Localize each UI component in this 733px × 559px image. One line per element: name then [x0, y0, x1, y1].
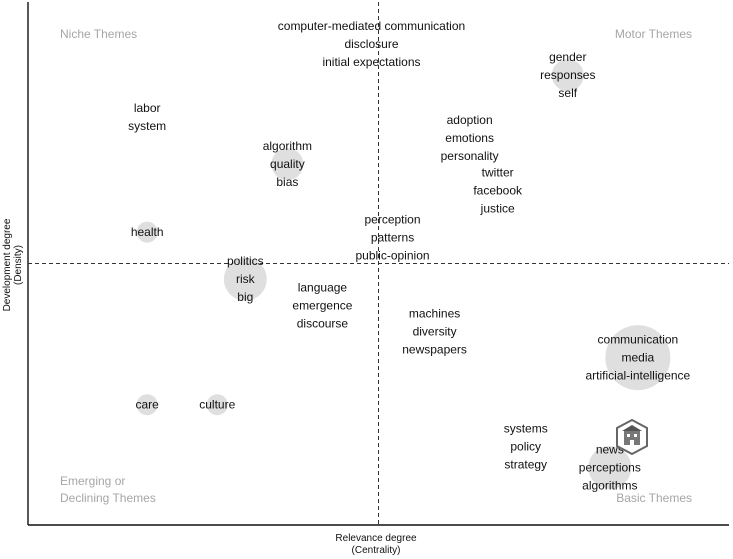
- cluster-label: politics: [227, 254, 264, 268]
- bubble-layer: [136, 59, 671, 489]
- cluster-label: systems: [504, 422, 548, 436]
- cluster-label: personality: [441, 149, 499, 163]
- cluster-bubble: [271, 148, 304, 181]
- cluster-label: responses: [540, 68, 595, 82]
- cluster-label: media: [622, 351, 655, 365]
- cluster-label: bias: [276, 175, 298, 189]
- cluster-label: perception: [364, 212, 420, 226]
- quadrant-motor-label: Motor Themes: [615, 27, 692, 41]
- cluster-bubble: [206, 394, 228, 416]
- cluster-label: algorithm: [263, 139, 312, 153]
- cluster-bubble: [136, 394, 158, 416]
- cluster-label: adoption: [447, 113, 493, 127]
- cluster-label: emergence: [292, 298, 352, 312]
- y-axis-title: Development degree: [2, 218, 13, 311]
- cluster-label: patterns: [371, 230, 414, 244]
- cluster-label: system: [128, 119, 166, 133]
- cluster-bubble: [588, 445, 632, 489]
- cluster-bubble: [136, 221, 158, 243]
- cluster-label: big: [237, 290, 253, 304]
- cluster-label: public-opinion: [355, 248, 429, 262]
- cluster-label: perceptions: [579, 460, 641, 474]
- cluster-label: discourse: [297, 316, 349, 330]
- cluster-label: communication: [598, 333, 679, 347]
- cluster-label: self: [558, 86, 577, 100]
- cluster-label: disclosure: [344, 37, 398, 51]
- cluster-label: machines: [409, 306, 460, 320]
- cluster-label: emotions: [445, 131, 494, 145]
- cluster-label: newspapers: [402, 342, 467, 356]
- cluster-label: twitter: [482, 165, 514, 179]
- cluster-label: culture: [199, 398, 235, 412]
- cluster-label: artificial-intelligence: [586, 369, 691, 383]
- cluster-label: diversity: [413, 324, 457, 338]
- quadrant-emerging-label-line2: Declining Themes: [60, 491, 156, 505]
- cluster-label-layer: computer-mediated communication disclosur…: [128, 19, 690, 493]
- cluster-label: computer-mediated communication: [278, 19, 465, 33]
- x-axis-subtitle: (Centrality): [352, 545, 401, 556]
- building-icon: [616, 418, 648, 456]
- cluster-label: initial expectations: [322, 55, 420, 69]
- cluster-label: gender: [549, 50, 586, 64]
- quadrant-emerging-label-line1: Emerging or: [60, 474, 125, 488]
- cluster-label: care: [135, 398, 159, 412]
- cluster-label: language: [298, 280, 348, 294]
- cluster-label: health: [131, 225, 164, 239]
- cluster-label: policy: [510, 440, 541, 454]
- cluster-bubble: [551, 59, 584, 92]
- cluster-label: facebook: [473, 183, 523, 197]
- cluster-label: strategy: [504, 458, 547, 472]
- cluster-label: algorithms: [582, 478, 637, 492]
- quadrant-basic-label: Basic Themes: [616, 491, 692, 505]
- cluster-label: justice: [480, 201, 515, 215]
- quadrant-niche-label: Niche Themes: [60, 27, 137, 41]
- cluster-bubble: [605, 325, 671, 391]
- x-axis-title: Relevance degree: [335, 533, 417, 544]
- y-axis-subtitle: (Density): [13, 245, 24, 285]
- cluster-label: labor: [134, 101, 161, 115]
- cluster-label: risk: [236, 272, 256, 286]
- cluster-bubble: [223, 257, 267, 301]
- cluster-label: quality: [270, 157, 305, 171]
